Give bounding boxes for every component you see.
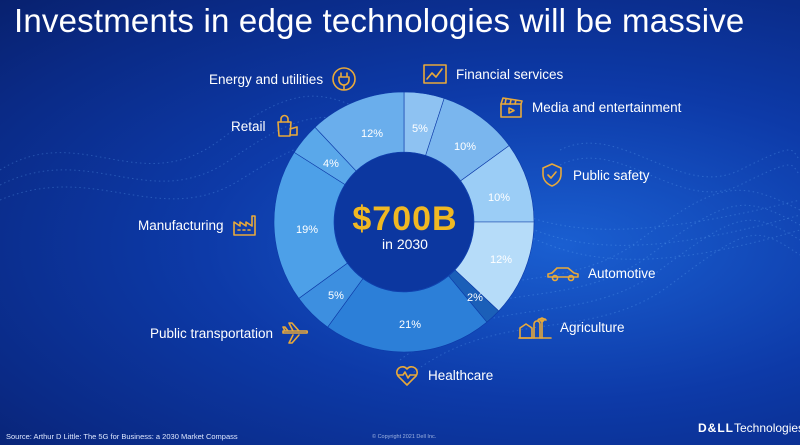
airplane-icon <box>282 322 309 344</box>
car-icon <box>547 267 579 282</box>
category-manufacturing: Manufacturing <box>138 212 258 238</box>
category-label: Agriculture <box>560 319 625 335</box>
category-agriculture: Agriculture <box>518 314 625 340</box>
category-public-safety: Public safety <box>539 162 650 188</box>
data-label-manufacturing: 19% <box>295 224 319 236</box>
category-healthcare: Healthcare <box>394 362 493 388</box>
data-label-retail: 4% <box>323 158 339 170</box>
category-label: Public safety <box>573 167 650 183</box>
donut-slice-manufacturing <box>273 151 348 299</box>
farm-icon <box>518 317 552 339</box>
dell-technologies-logo: D&LLTechnologies <box>698 421 800 435</box>
category-retail: Retail <box>231 113 300 139</box>
category-label: Automotive <box>588 265 656 281</box>
category-media-entertainment: Media and entertainment <box>498 94 681 120</box>
category-label: Healthcare <box>428 367 494 383</box>
source-citation: Source: Arthur D Little: The 5G for Busi… <box>6 432 238 441</box>
data-label-automotive: 12% <box>489 254 513 266</box>
copyright-notice: © Copyright 2021 Dell Inc. <box>372 434 437 440</box>
data-label-public-transportation: 5% <box>328 290 344 302</box>
category-label: Retail <box>231 118 266 134</box>
category-label: Energy and utilities <box>209 71 324 87</box>
power-plug-icon <box>332 67 356 91</box>
category-label: Financial services <box>456 66 564 82</box>
data-label-media-entertainment: 10% <box>453 141 477 153</box>
category-label: Media and entertainment <box>532 99 682 115</box>
slide-title: Investments in edge technologies will be… <box>14 2 745 39</box>
donut-slice-healthcare <box>327 275 488 353</box>
line-chart-icon <box>423 64 447 84</box>
data-label-financial-services: 5% <box>412 123 428 135</box>
brand-part2: Technologies <box>734 421 800 435</box>
center-total-value: $700B <box>352 200 458 238</box>
data-label-agriculture: 2% <box>467 292 483 304</box>
category-label: Manufacturing <box>138 217 224 233</box>
donut-center-hole <box>334 152 474 292</box>
heartbeat-icon <box>396 366 418 386</box>
center-subtitle: in 2030 <box>382 236 428 252</box>
shield-icon <box>542 163 562 187</box>
factory-icon <box>232 215 256 236</box>
data-label-healthcare: 21% <box>398 319 422 331</box>
donut-slice-energy-and-utilities <box>314 91 405 172</box>
category-label: Public transportation <box>150 325 274 341</box>
brand-part1: D&LL <box>698 421 734 435</box>
data-label-public-safety: 10% <box>487 192 511 204</box>
category-public-transportation: Public transportation <box>150 320 311 346</box>
category-energy-utilities: Energy and utilities <box>209 66 357 92</box>
category-automotive: Automotive <box>546 260 656 286</box>
shopping-bag-icon <box>276 114 298 137</box>
category-financial-services: Financial services <box>422 61 563 87</box>
data-label-energy-utilities: 12% <box>360 128 384 140</box>
clapperboard-icon <box>500 97 523 118</box>
